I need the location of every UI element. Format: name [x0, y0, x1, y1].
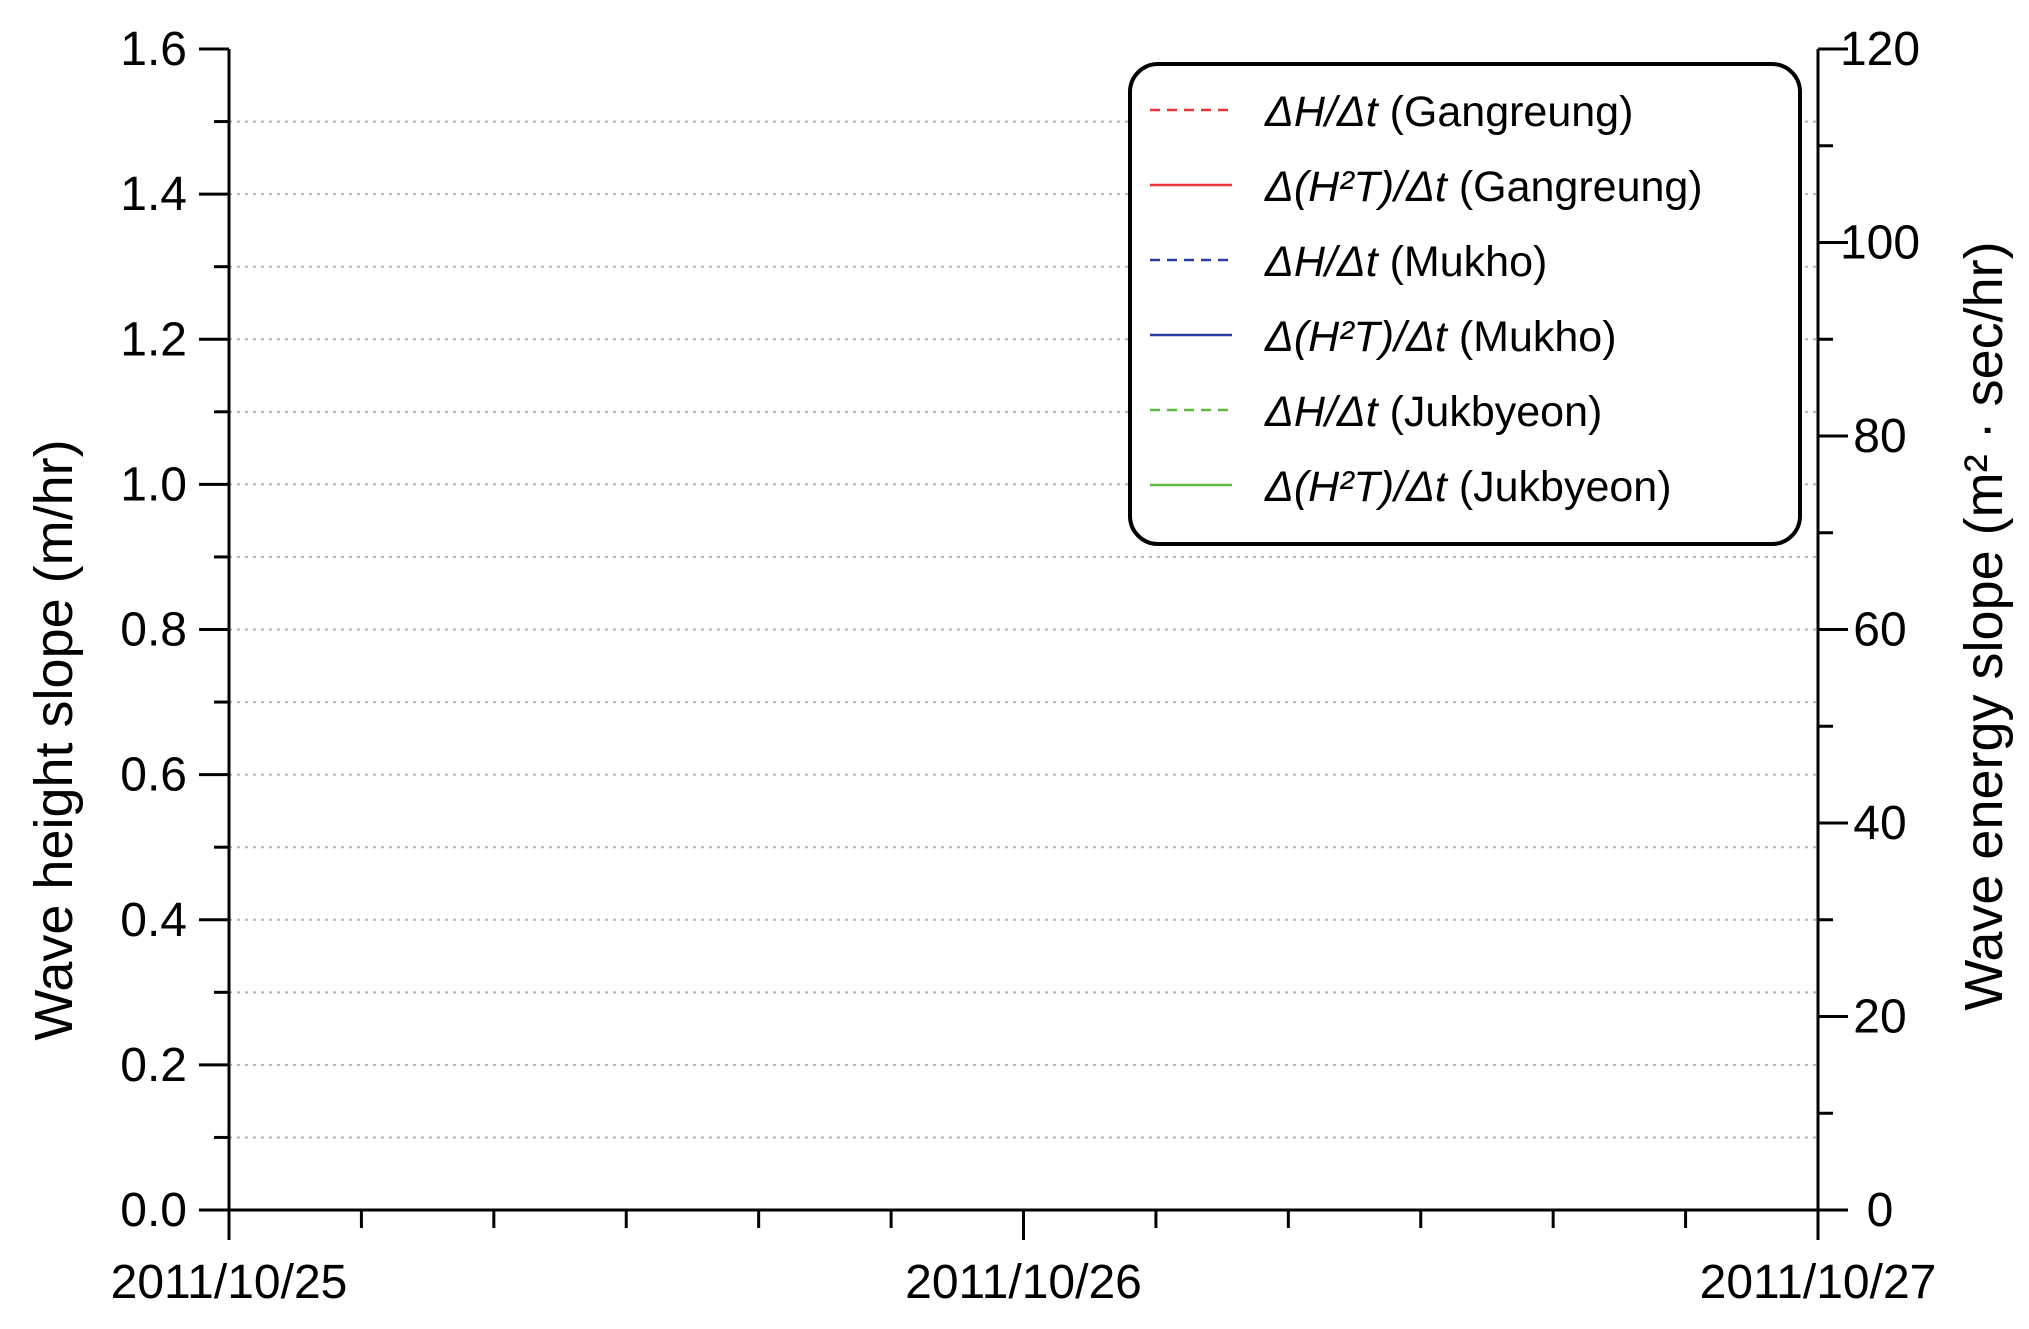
- x-tick-label: 2011/10/25: [111, 1256, 348, 1309]
- legend-label: ΔH/Δt (Mukho): [1264, 238, 1547, 286]
- legend-label: ΔH/Δt (Gangreung): [1264, 88, 1633, 136]
- legend-label: ΔH/Δt (Jukbyeon): [1264, 388, 1602, 436]
- legend-label: Δ(H²T)/Δt (Mukho): [1264, 313, 1617, 361]
- y2-tick-label: 120: [1840, 23, 1920, 76]
- y2-tick-label: 80: [1853, 410, 1906, 463]
- y-tick-label: 1.0: [120, 458, 187, 511]
- legend-label: Δ(H²T)/Δt (Jukbyeon): [1264, 463, 1672, 511]
- y2-tick-label: 0: [1867, 1184, 1894, 1237]
- grid-lines: [229, 120, 1818, 1139]
- y-tick-label: 1.2: [120, 313, 187, 366]
- legend: ΔH/Δt (Gangreung) Δ(H²T)/Δt (Gangreung) ΔH…: [1128, 62, 1802, 546]
- legend-box: [1128, 62, 1802, 546]
- y-tick-label: 0.2: [120, 1039, 187, 1092]
- y-tick-label: 0.8: [120, 604, 187, 657]
- y-tick-label: 0.0: [120, 1184, 187, 1237]
- y2-tick-label: 100: [1840, 217, 1920, 270]
- x-tick-label: 2011/10/26: [905, 1256, 1142, 1309]
- tick-labels: 0.0 0.2 0.4 0.6 0.8 1.0 1.2 1.4 1.6 0 20 40 60 80 100 1…: [111, 23, 1937, 1309]
- legend-label: Δ(H²T)/Δt (Gangreung): [1264, 163, 1703, 211]
- y-tick-label: 1.6: [120, 23, 187, 76]
- y-axis-title: Wave height slope (m/hr): [24, 439, 84, 1040]
- y2-tick-label: 40: [1853, 797, 1906, 850]
- x-tick-label: 2011/10/27: [1700, 1256, 1937, 1309]
- y-tick-label: 1.4: [120, 168, 187, 221]
- y-tick-label: 0.4: [120, 894, 187, 947]
- y2-tick-label: 20: [1853, 991, 1906, 1044]
- axes: [199, 47, 1848, 1240]
- y-tick-label: 0.6: [120, 749, 187, 802]
- y2-tick-label: 60: [1853, 604, 1906, 657]
- y2-axis-title: Wave energy slope (m² · sec/hr): [1954, 241, 2014, 1010]
